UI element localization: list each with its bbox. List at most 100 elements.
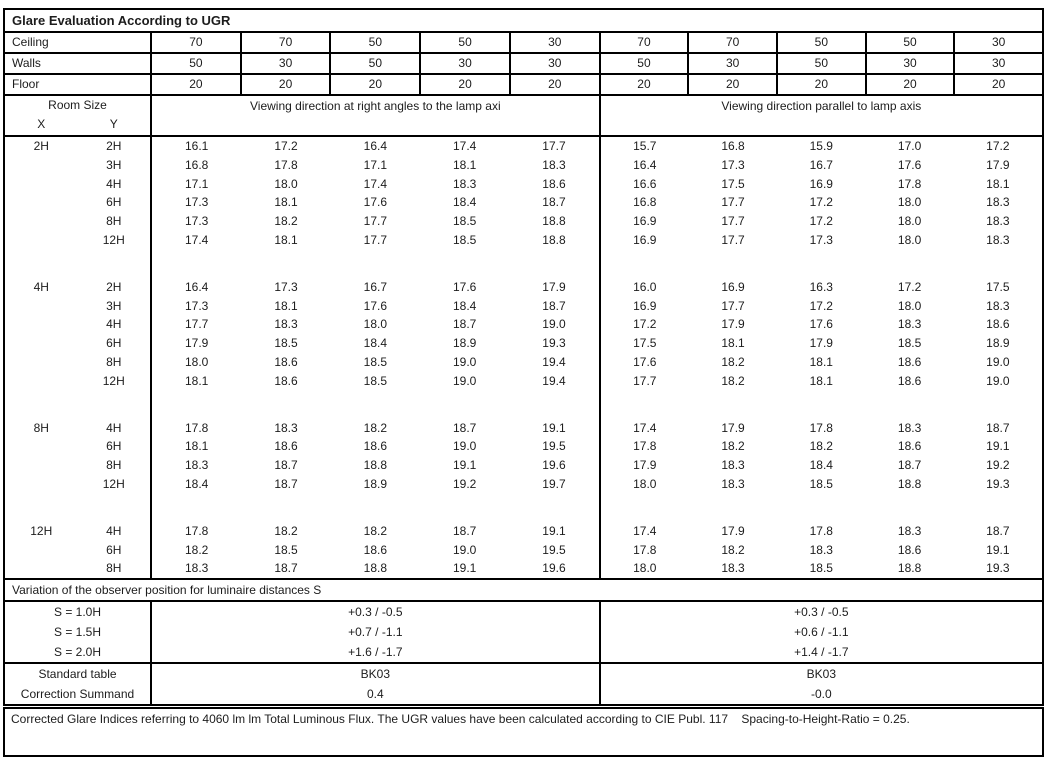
- table-row: 6H 18.2 18.5 18.6 19.0 19.5 17.8 18.2 18.3 18.6 19…: [5, 540, 1042, 560]
- value-left: +1.6 / -1.7: [348, 645, 403, 660]
- ugr-value: 17.9: [542, 279, 566, 294]
- surface-row: Floor 20 20 20 20 20 20 20 20 20 20: [5, 75, 1042, 96]
- ugr-value: 18.3: [274, 317, 298, 332]
- row-label: Correction Summand: [5, 684, 152, 705]
- ugr-value: 19.1: [542, 523, 566, 538]
- ugr-value: 17.8: [897, 176, 922, 191]
- ugr-value: 18.3: [986, 298, 1010, 313]
- ugr-value: 17.2: [274, 139, 298, 153]
- ugr-value: 18.0: [274, 176, 298, 191]
- table-row: 4H 17.1 18.0 17.4 18.3 18.6 16.6 17.5 16.9 17.8 18…: [5, 174, 1042, 194]
- x-label: [5, 297, 78, 316]
- table-row: 12H 18.4 18.7 18.9 19.2 19.7 18.0 18.3 18.5 18.8 1…: [5, 474, 1042, 494]
- table-row: 4H 17.7 18.3 18.0 18.7 19.0 17.2 17.9 17.6 18.3 18…: [5, 315, 1042, 335]
- ugr-value: 18.1: [986, 176, 1010, 191]
- surface-value: 30: [864, 54, 954, 73]
- x-label: [5, 193, 78, 212]
- ugr-value: 19.0: [452, 354, 477, 369]
- ugr-value: 18.7: [452, 420, 477, 435]
- x-label: [5, 175, 78, 194]
- ugr-value: 18.7: [452, 523, 477, 538]
- ugr-value: 18.8: [542, 232, 566, 247]
- ugr-value: 16.8: [633, 195, 657, 210]
- surface-value: 30: [687, 54, 776, 73]
- ugr-value: 18.2: [363, 420, 387, 435]
- value-left: BK03: [360, 667, 390, 682]
- row-label: S = 1.0H: [5, 602, 152, 623]
- ugr-value: 16.7: [363, 279, 387, 294]
- y-label: 3H: [106, 157, 122, 172]
- y-label: 2H: [106, 279, 122, 294]
- ugr-value: 16.4: [184, 279, 209, 294]
- ugr-value: 18.7: [274, 561, 298, 576]
- ugr-value: 18.5: [809, 476, 833, 491]
- ugr-value: 17.2: [809, 298, 833, 313]
- surface-value: 30: [953, 54, 1042, 73]
- ugr-value: 17.9: [721, 420, 745, 435]
- x-label: [5, 372, 78, 391]
- ugr-value: 18.3: [542, 157, 566, 172]
- ugr-value: 17.7: [542, 139, 566, 153]
- ugr-value: 18.9: [452, 336, 477, 351]
- surface-value: 70: [189, 35, 203, 49]
- ugr-value: 18.8: [897, 561, 922, 576]
- y-label: 3H: [106, 298, 122, 313]
- ugr-value: 18.1: [274, 232, 298, 247]
- ugr-value: 18.0: [363, 317, 387, 332]
- ugr-value: 17.6: [363, 195, 387, 210]
- ugr-value: 18.0: [184, 354, 209, 369]
- table-row: 3H 17.3 18.1 17.6 18.4 18.7 16.9 17.7 17.2 18.0 18…: [5, 296, 1042, 316]
- ugr-value: 18.1: [721, 336, 745, 351]
- room-size-cell: 2H 2H: [5, 137, 152, 156]
- ugr-value: 18.3: [986, 214, 1010, 229]
- ugr-value: 18.3: [721, 561, 745, 576]
- surface-reflectance-rows: Ceiling 70 70 50 50 30 70 70 50 50 30 Walls 50 30 50 30…: [5, 33, 1042, 96]
- ugr-value: 17.9: [633, 458, 657, 473]
- ugr-value: 18.3: [184, 458, 209, 473]
- ugr-value: 17.8: [184, 523, 209, 538]
- y-label: 4H: [106, 176, 122, 191]
- room-size-cell: 6H: [5, 437, 152, 457]
- ugr-value: 17.8: [809, 420, 833, 435]
- ugr-value: 18.4: [452, 195, 477, 210]
- room-size-cell: 6H: [5, 334, 152, 353]
- ugr-value: 17.2: [809, 195, 833, 210]
- room-size-header: Room Size X Y: [5, 96, 152, 135]
- ugr-value: 18.1: [184, 373, 209, 388]
- ugr-value: 17.0: [897, 139, 922, 153]
- ugr-value: 18.0: [633, 561, 657, 576]
- row-label: S = 2.0H: [5, 642, 152, 663]
- room-size-cell: 3H: [5, 296, 152, 316]
- table-row: 8H 17.3 18.2 17.7 18.5 18.8 16.9 17.7 17.2 18.0 18…: [5, 212, 1042, 231]
- y-column-header: Y: [109, 117, 118, 131]
- room-size-label: Room Size: [48, 98, 107, 112]
- ugr-value: 18.4: [184, 476, 209, 491]
- ugr-value: 19.4: [542, 373, 566, 388]
- ugr-value: 19.1: [986, 439, 1010, 454]
- y-label: 4H: [106, 523, 122, 538]
- x-label: [5, 353, 78, 372]
- surface-value: 50: [329, 54, 419, 73]
- ugr-value: 18.1: [452, 157, 477, 172]
- ugr-value: 17.6: [363, 298, 387, 313]
- ugr-value: 17.8: [274, 157, 298, 172]
- y-label: 4H: [106, 317, 122, 332]
- y-label: 8H: [106, 561, 122, 576]
- ugr-value: 18.6: [897, 354, 922, 369]
- table-row: S = 1.5H +0.7 / -1.1 +0.6 / -1.1: [5, 622, 1042, 643]
- ugr-value: 19.0: [452, 373, 477, 388]
- ugr-value: 18.8: [363, 458, 387, 473]
- ugr-value: 19.1: [452, 561, 477, 576]
- table-row: 4H 2H 16.4 17.3 16.7 17.6 17.9 16.0 16.9 16.3 17.2…: [5, 277, 1042, 297]
- surface-value: 70: [687, 33, 776, 52]
- ugr-value: 18.5: [897, 336, 922, 351]
- table-row: 8H 18.3 18.7 18.8 19.1 19.6 18.0 18.3 18.5 18.8 19…: [5, 559, 1042, 579]
- variation-section-title: Variation of the observer position for l…: [5, 580, 1042, 603]
- ugr-value: 18.3: [897, 523, 922, 538]
- surface-value: 30: [953, 33, 1042, 52]
- surface-value: 20: [329, 75, 419, 94]
- x-label: [5, 559, 78, 578]
- ugr-value: 19.2: [986, 458, 1010, 473]
- ugr-value: 17.8: [184, 420, 209, 435]
- ugr-value: 18.4: [363, 336, 387, 351]
